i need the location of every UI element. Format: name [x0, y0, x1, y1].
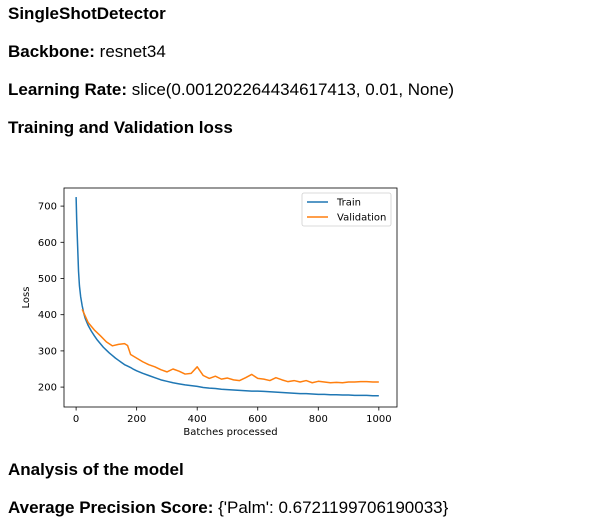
y-tick-label: 700: [38, 202, 57, 213]
backbone-line: Backbone: resnet34: [8, 42, 166, 62]
series-line-train: [75, 197, 379, 397]
x-tick-label: 400: [188, 414, 207, 425]
learning-rate-label: Learning Rate:: [8, 80, 128, 99]
average-precision-value: {'Palm': 0.6721199706190033}: [218, 498, 449, 517]
y-tick-label: 600: [38, 238, 57, 249]
series-line-validation: [81, 308, 379, 384]
learning-rate-line: Learning Rate: slice(0.00120226443461741…: [8, 80, 454, 100]
loss-chart-svg: 0 200 400 600 800 1000 200 300 400 500 600 700 Bat…: [21, 187, 398, 438]
average-precision-line: Average Precision Score: {'Palm': 0.6721…: [8, 498, 448, 518]
backbone-label: Backbone:: [8, 42, 95, 61]
series-layer: [75, 197, 379, 397]
x-tick-label: 0: [73, 414, 79, 425]
y-tick-label: 400: [38, 310, 57, 321]
x-axis: 0 200 400 600 800 1000: [73, 407, 392, 425]
average-precision-label: Average Precision Score:: [8, 498, 214, 517]
x-tick-label: 200: [127, 414, 146, 425]
learning-rate-value: slice(0.001202264434617413, 0.01, None): [131, 80, 455, 99]
plot-frame: [63, 187, 398, 408]
x-tick-label: 800: [309, 414, 328, 425]
x-tick-label: 1000: [366, 414, 391, 425]
y-axis: 200 300 400 500 600 700: [38, 202, 64, 394]
analysis-heading: Analysis of the model: [8, 460, 184, 479]
loss-chart: 0 200 400 600 800 1000 200 300 400 500 600 700 Bat…: [0, 178, 420, 448]
chart-legend: Train Validation: [301, 192, 392, 227]
model-name: SingleShotDetector: [8, 4, 166, 23]
x-axis-label: Batches processed: [183, 427, 277, 438]
backbone-value: resnet34: [99, 42, 166, 61]
legend-label-validation: Validation: [337, 213, 386, 224]
y-tick-label: 500: [38, 274, 57, 285]
y-tick-label: 300: [38, 346, 57, 357]
y-tick-label: 200: [38, 383, 57, 394]
loss-heading: Training and Validation loss: [8, 118, 233, 137]
legend-label-train: Train: [336, 198, 361, 209]
x-tick-label: 600: [248, 414, 267, 425]
y-axis-label: Loss: [21, 287, 32, 309]
